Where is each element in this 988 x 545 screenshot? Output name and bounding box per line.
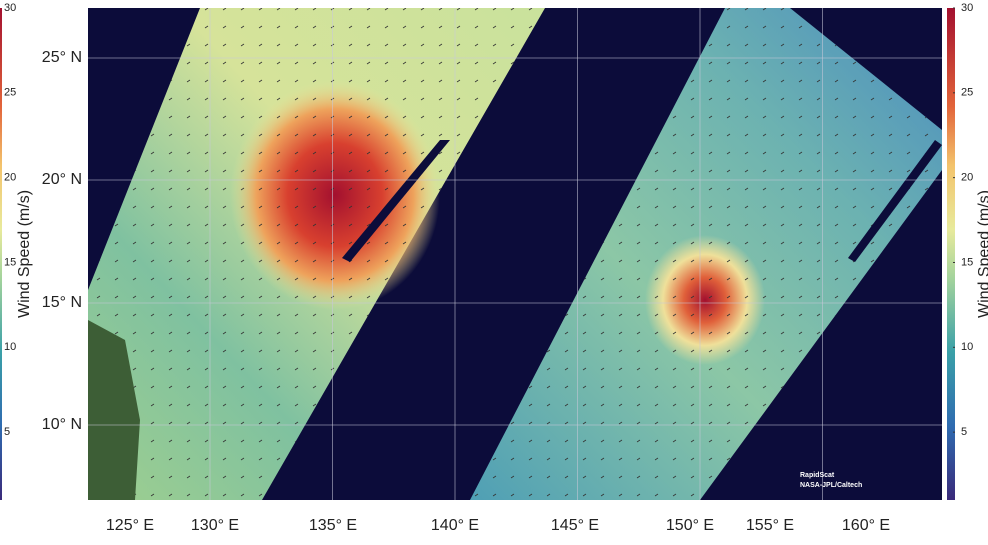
latitude-label: 20° N <box>42 171 82 188</box>
colorbar-tick-label: 25 <box>961 87 973 99</box>
colorbar-tick-label-left: 10 <box>4 341 16 353</box>
latitude-label: 15° N <box>42 294 82 311</box>
colorbar-tick-label: 15 <box>961 256 973 268</box>
longitude-label: 130° E <box>191 517 239 534</box>
colorbar-tick-label: 10 <box>961 341 973 353</box>
longitude-label: 125° E <box>106 517 154 534</box>
colorbar-label-left: Wind Speed (m/s) <box>16 190 33 318</box>
colorbar-tick-label-left: 30 <box>4 2 16 14</box>
colorbar <box>947 8 955 500</box>
colorbar-tick-label-left: 20 <box>4 172 16 184</box>
credit-line: NASA-JPL/Caltech <box>800 482 862 489</box>
longitude-label: 140° E <box>431 517 479 534</box>
map-figure: Wind Speed (m/s) Wind Speed (m/s) RapidS… <box>0 0 988 540</box>
colorbar-tick-label: 5 <box>961 426 967 438</box>
credit-line: RapidScat <box>800 472 835 479</box>
colorbar-tick-label: 20 <box>961 172 973 184</box>
colorbar-tick-label-left: 15 <box>4 256 16 268</box>
colorbar-left <box>0 8 2 500</box>
longitude-label: 160° E <box>842 517 890 534</box>
latitude-label: 10° N <box>42 416 82 433</box>
colorbar-tick-label-left: 25 <box>4 87 16 99</box>
colorbar-tick-label: 30 <box>961 2 973 14</box>
colorbar-label: Wind Speed (m/s) <box>976 190 988 318</box>
colorbar-tick-label-left: 5 <box>4 426 10 438</box>
latitude-label: 25° N <box>42 49 82 66</box>
longitude-label: 135° E <box>309 517 357 534</box>
longitude-label: 155° E <box>746 517 794 534</box>
longitude-label: 145° E <box>551 517 599 534</box>
longitude-label: 150° E <box>666 517 714 534</box>
